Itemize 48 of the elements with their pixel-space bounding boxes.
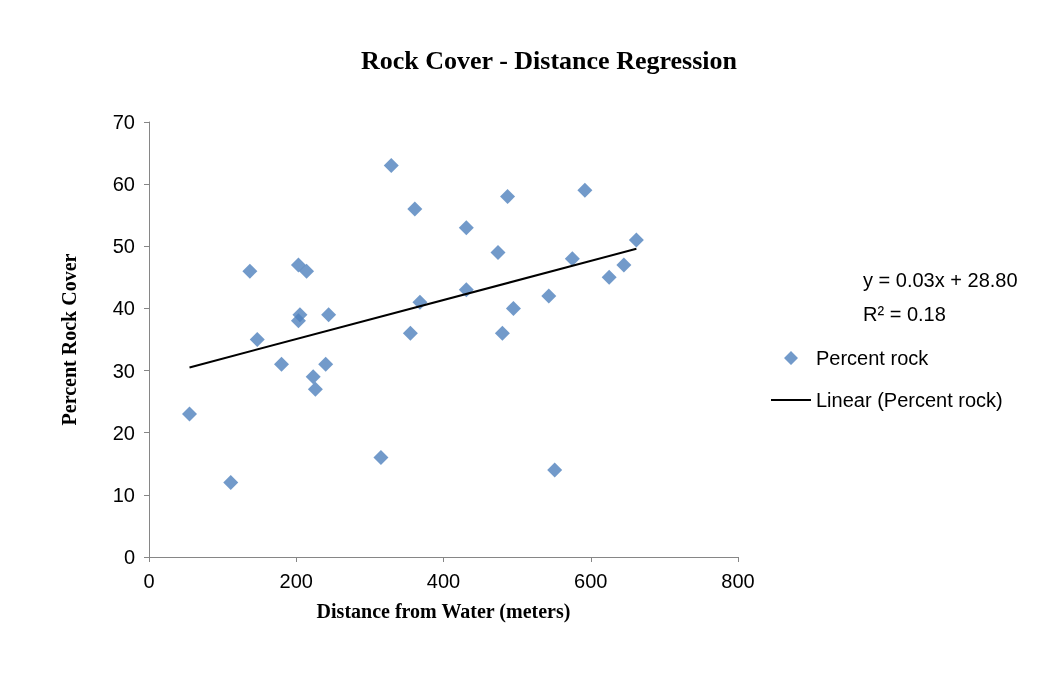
x-tick-label: 800 (721, 570, 755, 592)
point (541, 288, 557, 304)
point (407, 201, 423, 217)
point (490, 245, 506, 260)
point (305, 369, 321, 385)
point (290, 313, 306, 329)
x-tick-label: 200 (279, 570, 313, 592)
point (249, 332, 265, 347)
point (577, 182, 593, 198)
point (299, 263, 315, 279)
x-axis-title: Distance from Water (meters) (316, 600, 571, 623)
point (500, 189, 516, 205)
y-tick-label: 0 (123, 546, 135, 568)
point (181, 406, 197, 422)
x-tick-label: 400 (426, 570, 461, 592)
y-tick-label: 50 (112, 235, 135, 258)
point (494, 325, 510, 341)
point (564, 251, 580, 267)
point (383, 158, 399, 173)
point (402, 325, 418, 341)
point (547, 462, 563, 478)
x-tick-label: 0 (143, 570, 155, 592)
point (458, 220, 474, 236)
point (242, 263, 258, 279)
point (321, 307, 337, 323)
point (274, 356, 290, 372)
text: R² = 0.18 (863, 303, 946, 325)
point (223, 474, 239, 490)
point (307, 381, 323, 397)
chart-title: Rock Cover - Distance Regression (361, 45, 738, 75)
point (505, 300, 521, 316)
point (628, 232, 644, 248)
y-tick-label: 70 (112, 111, 135, 133)
legend-label: Percent rock (816, 347, 930, 369)
legend-label: Linear (Percent rock) (816, 389, 1003, 411)
y-tick-label: 60 (112, 173, 135, 196)
x-tick-label: 600 (574, 570, 608, 592)
point (290, 257, 306, 273)
y-tick-label: 20 (112, 421, 135, 444)
point (318, 356, 334, 372)
point (601, 269, 617, 285)
text: y = 0.03x + 28.80 (863, 269, 1018, 291)
y-axis-title: Percent Rock Cover (58, 253, 80, 426)
y-tick-label: 40 (112, 297, 135, 320)
point (616, 257, 632, 273)
y-tick-label: 30 (112, 359, 135, 382)
y-tick-label: 10 (112, 483, 135, 506)
point (373, 450, 389, 466)
